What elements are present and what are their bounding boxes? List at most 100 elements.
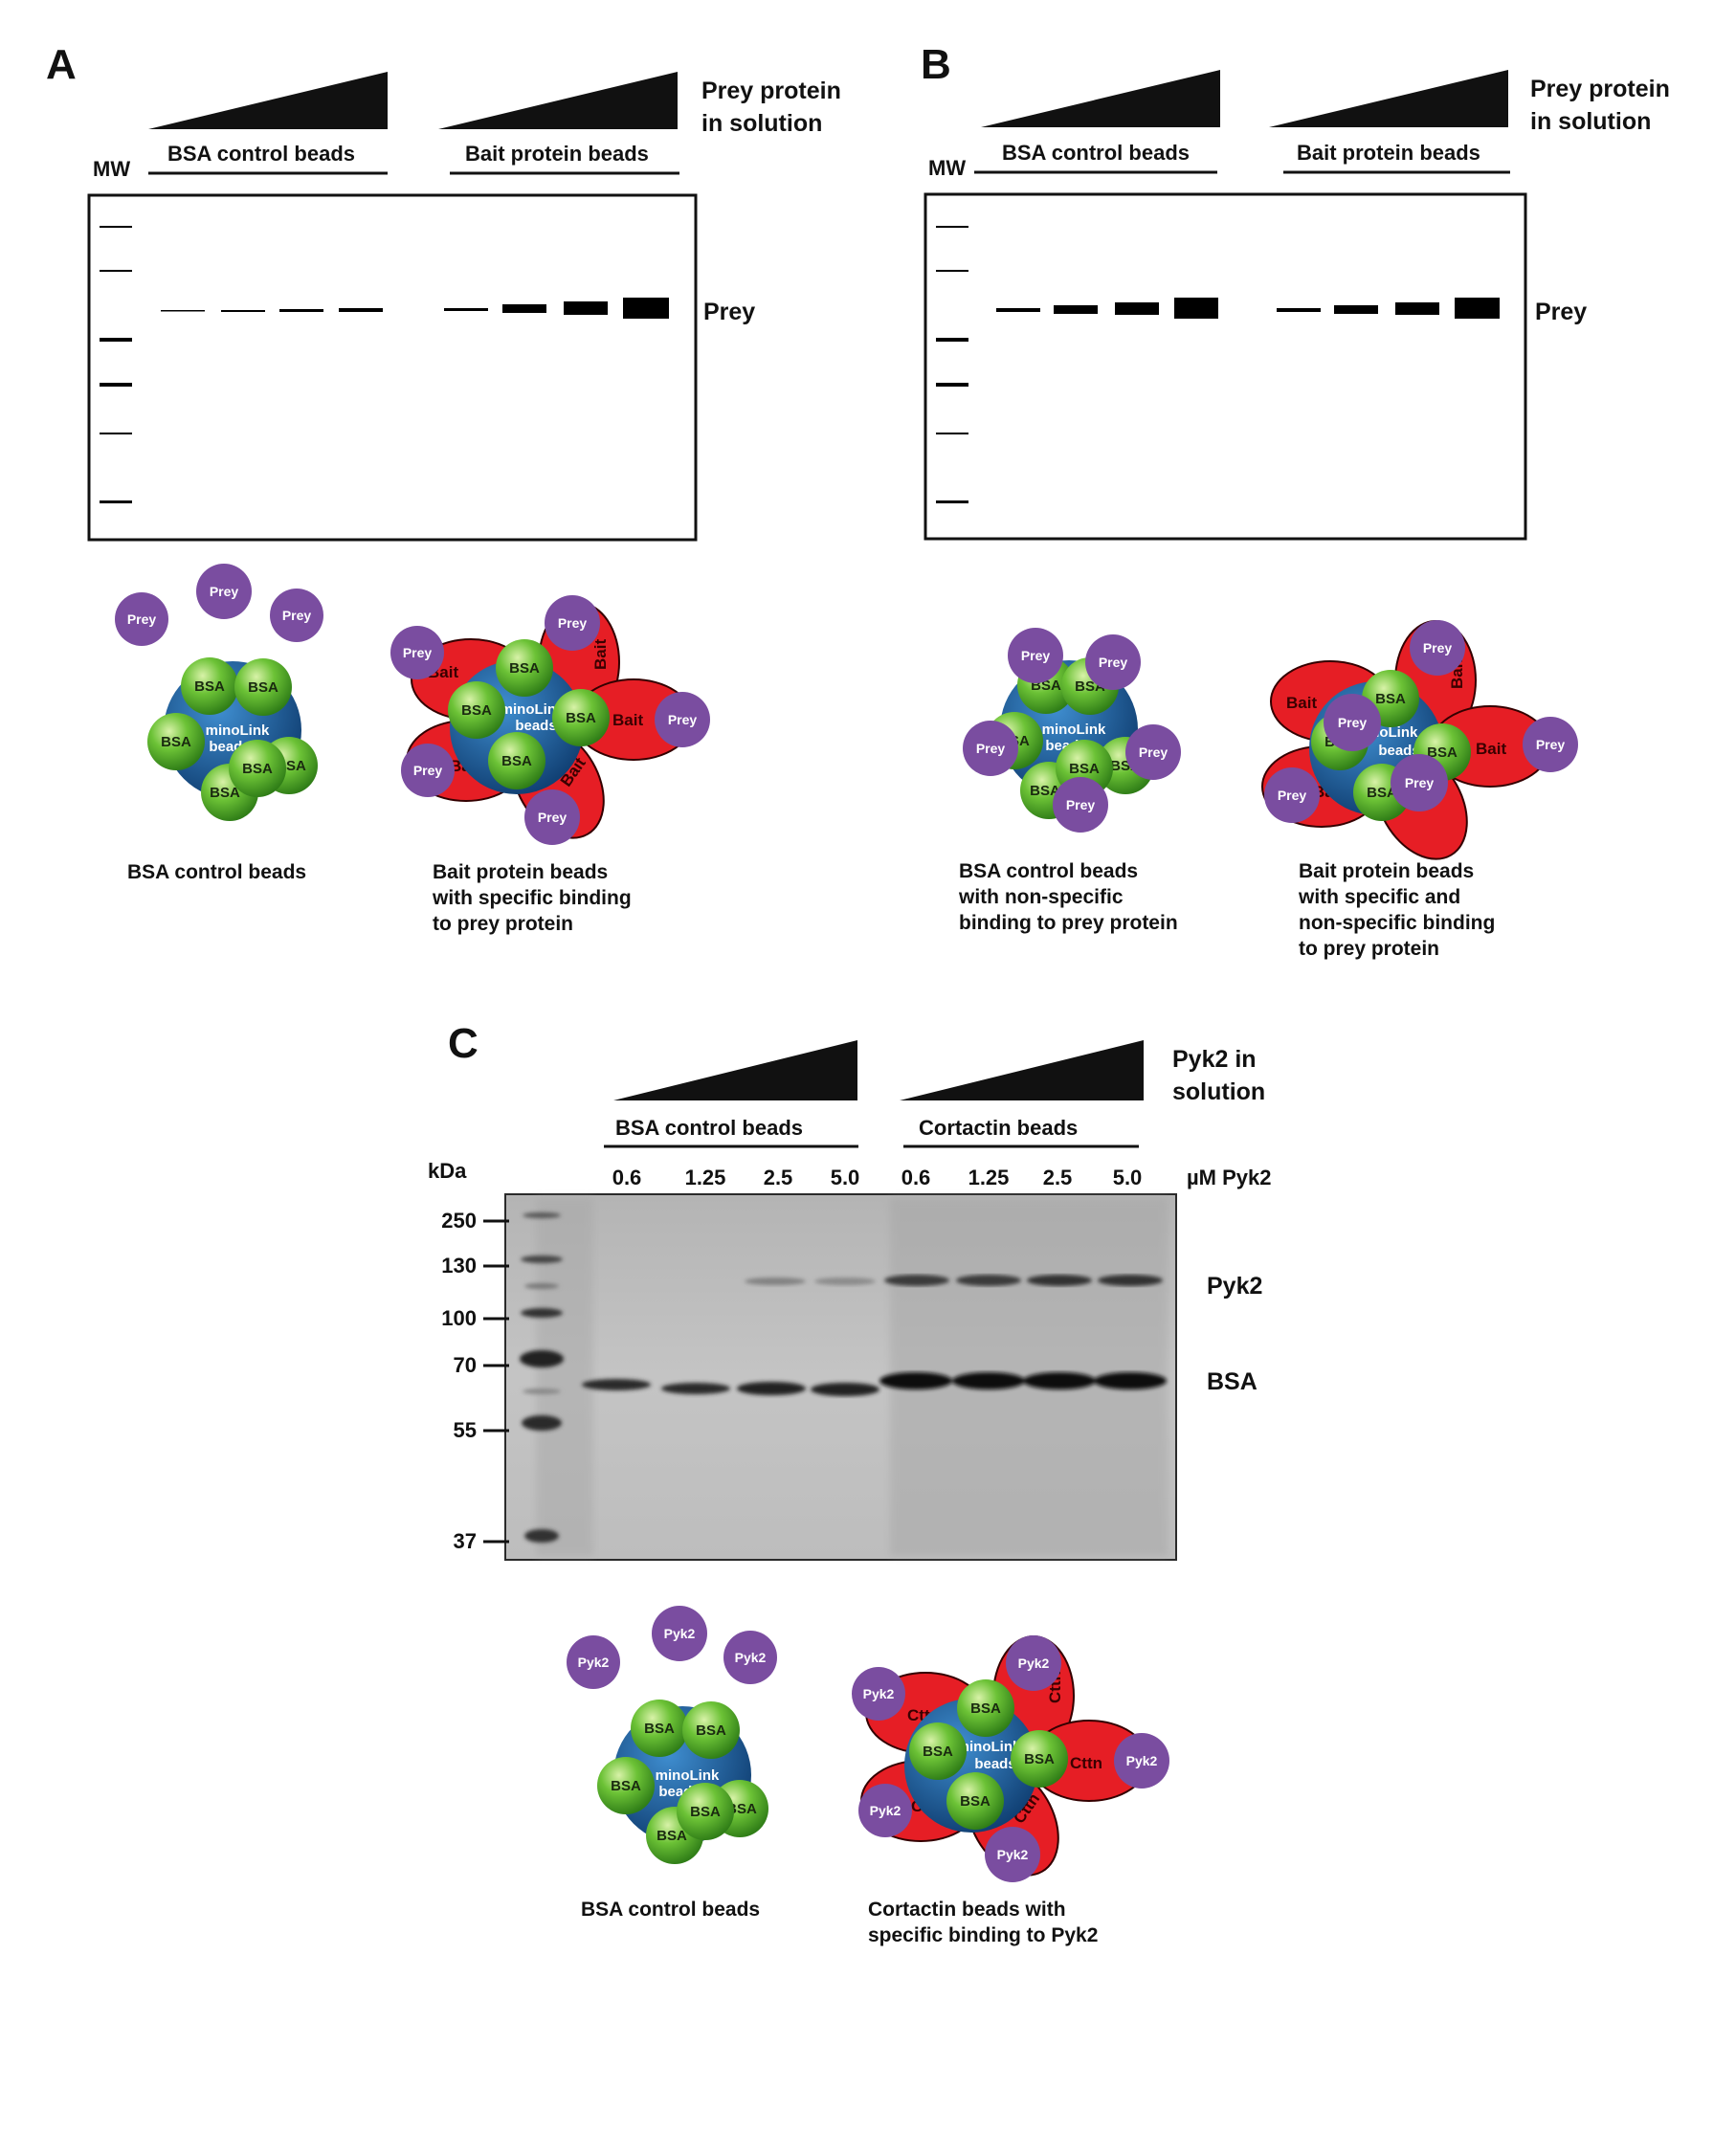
cortactin-group-label: Cortactin beads [919,1116,1078,1140]
svg-text:BSA: BSA [690,1804,721,1820]
panel-c: C Pyk2 in solution BSA control beads Cor… [428,1020,1272,1946]
pyk2-header: solution [1172,1078,1265,1105]
pyk2-molecule [1006,1635,1061,1691]
svg-text:BSA: BSA [1367,785,1397,801]
prey-molecule [390,626,444,679]
svg-text:BSA: BSA [726,1801,757,1817]
gradient-wedge [148,72,388,129]
svg-text:BSA: BSA [696,1722,726,1739]
prey-molecule [1125,724,1181,780]
bsa-control-bead: Prey Prey Prey minoLink beads BSA BSA BS… [115,564,323,821]
bsa-molecule [1011,1730,1068,1788]
caption-bsa: with non-specific [958,886,1124,908]
caption-bait: non-specific binding [1299,912,1495,934]
svg-text:Pyk2: Pyk2 [1126,1753,1158,1768]
prey-header: in solution [701,110,822,137]
bsa-molecule [488,732,545,789]
caption-bait: with specific binding [432,887,632,909]
caption-bait: Bait protein beads [433,861,608,883]
svg-text:Prey: Prey [1278,788,1307,803]
gradient-wedge [1269,70,1508,127]
mw-ladder [100,226,132,503]
svg-text:Prey: Prey [538,810,568,825]
bsa-molecule [946,1772,1004,1830]
svg-text:Pyk2: Pyk2 [735,1650,767,1665]
pyk2-molecule [723,1631,777,1684]
panel-letter-b: B [921,41,951,88]
bsa-molecule [552,689,610,746]
svg-text:Pyk2: Pyk2 [863,1686,895,1701]
bsa-group-label: BSA control beads [1002,141,1190,165]
conc-label: 1.25 [968,1166,1010,1189]
svg-text:BSA: BSA [461,702,492,719]
gradient-wedge [438,72,678,129]
svg-text:BSA: BSA [161,734,191,750]
bsa-band-label: BSA [1207,1368,1257,1395]
svg-text:Pyk2: Pyk2 [1018,1655,1050,1671]
pyk2-molecule [567,1635,620,1689]
bsa-molecule [909,1722,967,1780]
svg-text:Cttn: Cttn [1070,1754,1102,1772]
bsa-control-bead: minoLink beads BSA BSA BSA BSA BSA BSA P… [963,628,1181,833]
caption-bait: with specific and [1298,886,1460,908]
svg-text:BSA: BSA [1375,691,1406,707]
mw-tick-label: 250 [441,1209,477,1233]
mw-tick-label: 130 [441,1254,477,1278]
svg-text:Prey: Prey [1536,737,1566,752]
svg-text:BSA: BSA [923,1744,953,1760]
conc-label: 2.5 [1043,1166,1073,1189]
gradient-wedge [981,70,1220,127]
svg-text:BSA: BSA [501,753,532,769]
prey-molecule [1085,634,1141,690]
svg-text:BSA: BSA [566,710,596,726]
svg-text:Prey: Prey [976,741,1006,756]
mw-ladder [936,226,968,503]
pyk2-header: Pyk2 in [1172,1046,1257,1073]
svg-text:Prey: Prey [127,611,157,627]
svg-text:BSA: BSA [611,1778,641,1794]
mw-ticks: 250 130 100 70 55 37 [441,1209,509,1553]
prey-molecule [115,592,168,646]
pyk2-molecule [858,1784,912,1837]
svg-text:minoLink: minoLink [656,1767,720,1784]
svg-text:beads: beads [974,1756,1015,1772]
concentration-unit: µM Pyk2 [1187,1166,1272,1189]
prey-molecule [1523,717,1578,772]
pyk2-molecule [852,1667,905,1721]
cortactin-bead: Cttn Cttn Cttn Cttn Cttn minoLink beads … [852,1635,1169,1882]
svg-text:BSA: BSA [242,761,273,777]
panel-letter-a: A [46,41,77,88]
svg-text:Prey: Prey [1405,775,1435,790]
mw-tick-label: 55 [454,1418,477,1442]
svg-text:Prey: Prey [403,645,433,660]
svg-text:BSA: BSA [960,1793,990,1810]
gel-frame [87,193,698,542]
bsa-molecule [597,1757,655,1814]
svg-text:BSA: BSA [210,785,240,801]
bsa-molecule [234,658,292,716]
svg-text:minoLink: minoLink [501,701,565,718]
prey-band-label: Prey [703,299,755,325]
caption-bait: to prey protein [433,913,573,935]
svg-text:Prey: Prey [282,608,312,623]
pyk2-band-label: Pyk2 [1207,1273,1262,1300]
bsa-molecule [229,740,286,797]
bsa-molecule [631,1700,688,1757]
mw-tick-label: 70 [454,1353,477,1377]
bsa-bands [582,1372,1167,1396]
bait-protein-bead: Bait Bait Bait Bait minoLink beads BSA B… [1261,620,1578,860]
bsa-molecule [677,1783,734,1840]
svg-text:BSA: BSA [248,679,278,696]
prey-band-label: Prey [1535,299,1587,325]
bsa-group-label: BSA control beads [167,142,355,166]
bsa-molecule [147,713,205,770]
svg-text:Prey: Prey [1066,797,1096,812]
svg-text:beads: beads [1378,743,1419,759]
prey-molecule [1053,777,1108,833]
caption-bsa: BSA control beads [959,860,1138,882]
svg-text:minoLink: minoLink [206,722,270,739]
bsa-group-label: BSA control beads [615,1116,803,1140]
svg-text:Prey: Prey [1021,648,1051,663]
mw-label: MW [928,156,966,180]
svg-text:Bait: Bait [612,711,643,729]
